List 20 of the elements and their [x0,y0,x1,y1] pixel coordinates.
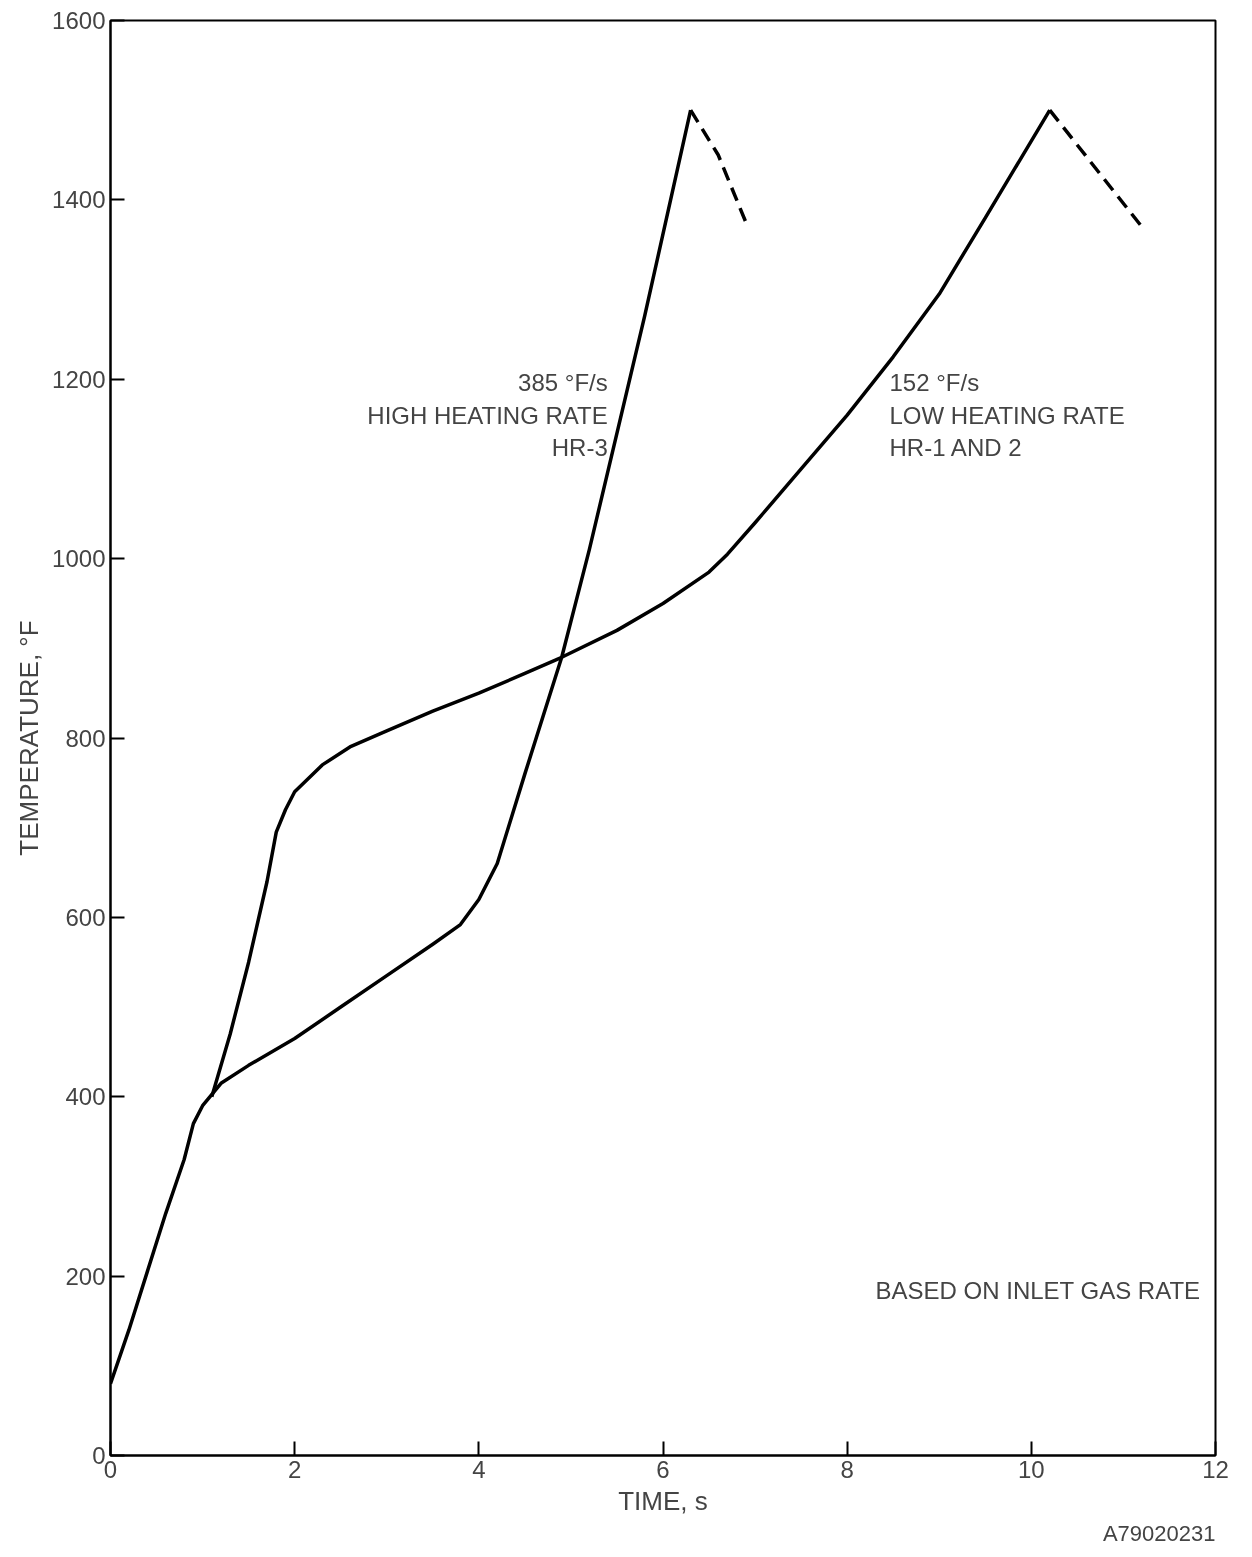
annotation: 385 °F/s HIGH HEATING RATE HR-3 [367,369,608,462]
y-axis-title: TEMPERATURE, °F [14,620,45,856]
y-tick-label: 1200 [52,365,106,393]
x-tick-label: 12 [1202,1455,1229,1483]
x-tick-label: 2 [287,1455,302,1483]
y-tick-label: 400 [65,1083,106,1111]
x-tick-label: 6 [656,1455,670,1483]
y-tick-label: 1000 [52,545,106,573]
y-tick-label: 1400 [52,186,106,214]
x-tick-label: 10 [1017,1455,1045,1483]
x-tick-label: 8 [840,1455,854,1483]
x-tick-label: 4 [472,1455,486,1483]
x-axis-title: TIME, s [618,1485,708,1516]
annotation: BASED ON INLET GAS RATE [875,1277,1201,1304]
y-tick-label: 200 [65,1262,106,1290]
y-tick-label: 800 [65,724,106,752]
y-tick-label: 1600 [52,7,106,34]
text: A79020231 [1102,1520,1216,1546]
y-tick-label: 600 [65,903,106,931]
annotation: 152 °F/s LOW HEATING RATE HR-1 AND 2 [889,369,1125,462]
